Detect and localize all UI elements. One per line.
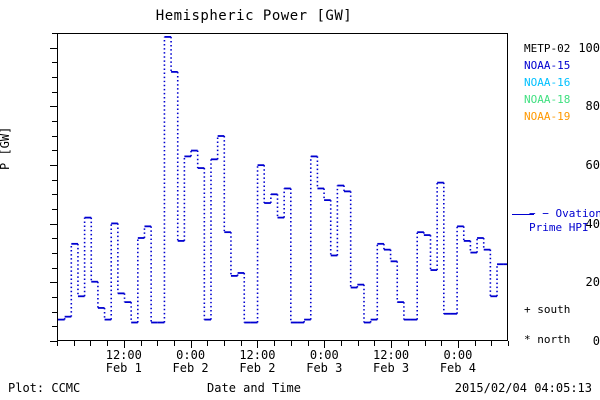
x-tick-minor: [224, 341, 225, 346]
y-tick-label: 0: [592, 334, 600, 348]
x-tick-minor: [274, 341, 276, 346]
y-tick-minor: [52, 91, 57, 93]
x-tick-minor: [90, 341, 92, 346]
x-tick-minor: [424, 341, 426, 346]
x-tick-minor: [508, 341, 509, 346]
x-tick-minor: [474, 341, 476, 346]
legend-marker-north: * north: [524, 333, 571, 346]
x-axis-title: Date and Time: [207, 381, 301, 395]
legend-satellites: METP-02 NOAA-15 NOAA-16 NOAA-18 NOAA-19: [524, 40, 600, 125]
y-tick-minor: [52, 135, 57, 137]
y-tick-major: [50, 223, 57, 225]
x-tick-minor: [374, 341, 376, 346]
y-tick-label: 40: [585, 216, 600, 231]
y-tick-major: [50, 47, 57, 49]
x-tick-minor: [290, 341, 292, 346]
x-tick-minor: [491, 341, 493, 346]
y-tick-major: [50, 106, 57, 108]
x-tick-minor: [441, 341, 443, 346]
y-tick-label: 100: [578, 40, 600, 55]
x-tick-minor: [240, 341, 242, 346]
y-tick-label: 80: [585, 99, 600, 114]
x-tick-minor: [140, 341, 142, 346]
x-tick-label: 12:00 Feb 1: [105, 348, 142, 375]
x-tick-minor: [341, 341, 342, 346]
x-tick-minor: [107, 341, 109, 346]
x-tick-major: [391, 341, 393, 348]
footer-timestamp: 2015/02/04 04:05:13: [454, 381, 592, 395]
y-tick-label: 20: [585, 275, 600, 290]
x-tick-minor: [173, 341, 175, 346]
x-tick-minor: [157, 341, 159, 346]
y-tick-minor: [52, 33, 57, 34]
y-tick-minor: [52, 326, 57, 328]
y-tick-minor: [52, 311, 57, 313]
legend-item-metp-02: METP-02: [524, 42, 571, 55]
y-tick-minor: [52, 62, 57, 64]
x-tick-minor: [57, 341, 58, 346]
footer-plot-credit: Plot: CCMC: [8, 381, 81, 395]
legend-markers: + south * north: [524, 295, 600, 355]
x-tick-major: [190, 341, 192, 348]
y-tick-minor: [52, 238, 57, 240]
legend-ovation-swatch: [512, 214, 534, 215]
legend-item-noaa-15: NOAA-15: [524, 59, 571, 72]
series-path-group: [58, 36, 507, 324]
x-tick-label: 0:00 Feb 3: [306, 348, 343, 375]
y-tick-major: [50, 165, 57, 166]
y-tick-minor: [52, 297, 57, 298]
y-tick-minor: [52, 150, 57, 152]
legend-item-noaa-19: NOAA-19: [524, 110, 571, 123]
plot-inner: [58, 34, 507, 340]
y-axis-title: P [GW]: [0, 126, 12, 170]
y-tick-major: [50, 341, 57, 342]
y-tick-minor: [52, 179, 57, 181]
y-tick-minor: [52, 209, 57, 210]
y-tick-minor: [52, 121, 57, 122]
x-tick-label: 0:00 Feb 2: [172, 348, 209, 375]
y-tick-minor: [52, 253, 57, 254]
x-tick-label: 12:00 Feb 3: [373, 348, 410, 375]
x-tick-major: [324, 341, 326, 348]
x-tick-minor: [357, 341, 359, 346]
y-tick-minor: [52, 267, 57, 269]
legend-ovation-label: − − Ovation Prime HPI: [529, 207, 600, 234]
y-tick-minor: [52, 194, 57, 196]
x-tick-minor: [73, 341, 75, 346]
legend-item-noaa-18: NOAA-18: [524, 93, 571, 106]
series-ovation-prime-hpi: [58, 36, 507, 324]
plot-area: [57, 33, 508, 341]
x-tick-label: 0:00 Feb 4: [439, 348, 476, 375]
x-tick-major: [257, 341, 259, 348]
chart-title: Hemispheric Power [GW]: [155, 8, 353, 24]
x-tick-minor: [407, 341, 409, 346]
legend-item-noaa-16: NOAA-16: [524, 76, 571, 89]
x-tick-label: 12:00 Feb 2: [239, 348, 276, 375]
y-tick-label: 60: [585, 158, 600, 172]
y-tick-minor: [52, 77, 57, 78]
legend-marker-south: + south: [524, 303, 571, 316]
x-tick-minor: [207, 341, 209, 346]
x-tick-major: [457, 341, 459, 348]
x-tick-minor: [307, 341, 309, 346]
y-tick-major: [50, 282, 57, 284]
x-tick-major: [123, 341, 125, 348]
